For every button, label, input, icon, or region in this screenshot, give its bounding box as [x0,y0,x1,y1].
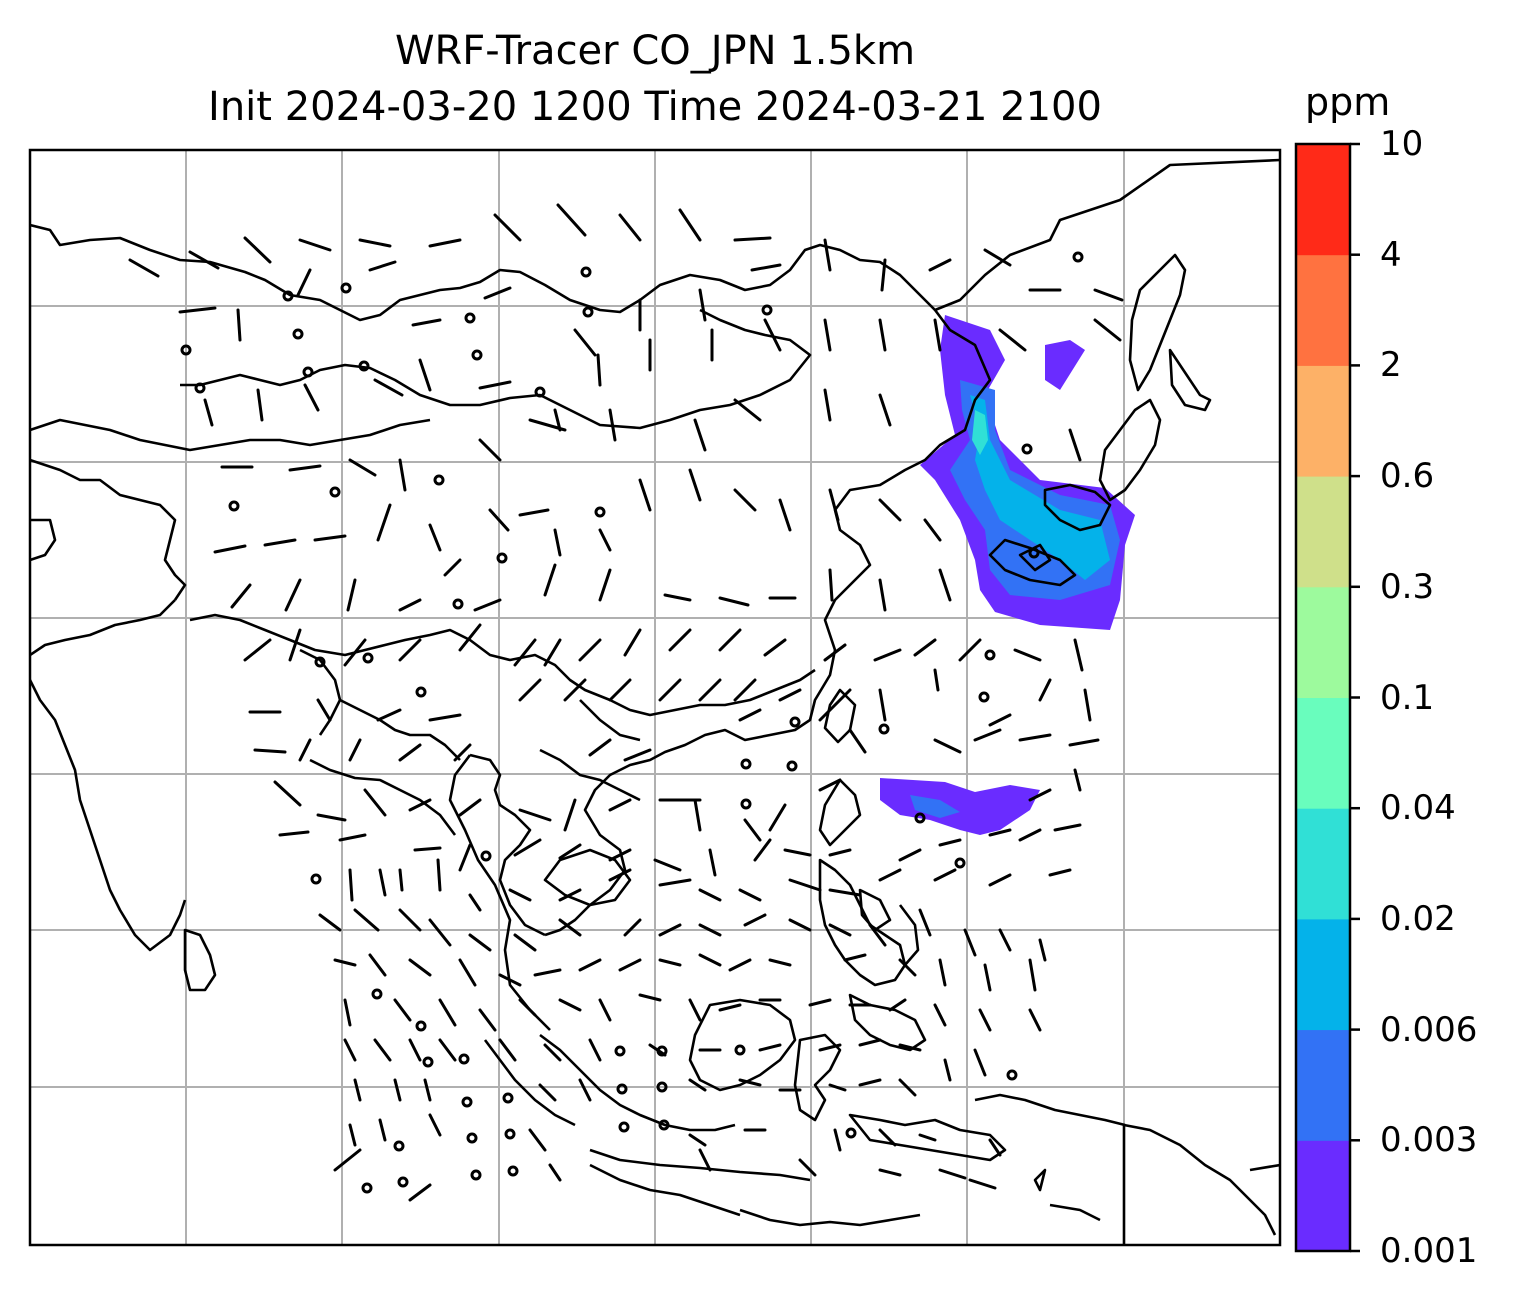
colorbar-tick-label: 0.6 [1380,456,1435,497]
colorbar-tick-label: 0.003 [1380,1120,1478,1161]
colorbar-tick-label: 0.02 [1380,898,1456,939]
colorbar-band-1 [1296,1029,1350,1141]
colorbar-band-0 [1296,1140,1350,1252]
colorbar-tick-label: 0.1 [1380,677,1435,718]
tracer-plume-philippine-sea [880,778,1040,835]
wind-barbs [128,203,1124,1202]
colorbar-band-9 [1296,144,1350,256]
colorbar-band-4 [1296,697,1350,809]
map-gridlines [30,150,1280,1245]
colorbar-tick-label: 4 [1380,234,1402,275]
colorbar-tick-label: 0.04 [1380,788,1456,829]
colorbar-band-8 [1296,254,1350,366]
colorbar-band-7 [1296,365,1350,477]
coastlines [30,158,1280,1245]
colorbar-band-6 [1296,476,1350,588]
colorbar-tick-label: 0.006 [1380,1009,1478,1050]
colorbar-tick-label: 10 [1380,124,1424,164]
colorbar-tick-label: 0.001 [1380,1231,1478,1271]
colorbar-band-2 [1296,918,1350,1031]
chart-title-line2: Init 2024-03-20 1200 Time 2024-03-21 210… [208,84,1102,130]
colorbar [1294,142,1360,1253]
colorbar-unit-label: ppm [1305,80,1391,124]
colorbar-tick-label: 2 [1380,345,1402,386]
map-frame [28,148,1282,1247]
chart-title-line1: WRF-Tracer CO_JPN 1.5km [394,28,916,74]
tracer-plume-japan [920,315,1135,630]
colorbar-band-3 [1296,808,1350,920]
colorbar-band-5 [1296,586,1350,698]
colorbar-tick-label: 0.3 [1380,566,1435,607]
calm-wind-markers [180,251,1084,1194]
